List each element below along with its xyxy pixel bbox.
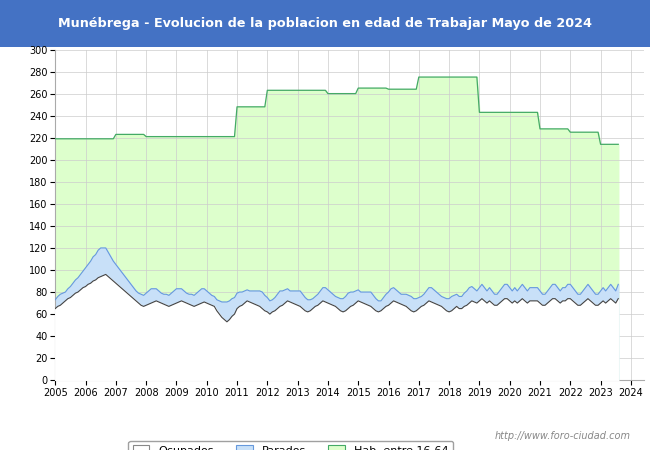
Text: http://www.foro-ciudad.com: http://www.foro-ciudad.com — [495, 431, 630, 441]
Legend: Ocupados, Parados, Hab. entre 16-64: Ocupados, Parados, Hab. entre 16-64 — [128, 441, 453, 450]
Text: Munébrega - Evolucion de la poblacion en edad de Trabajar Mayo de 2024: Munébrega - Evolucion de la poblacion en… — [58, 17, 592, 30]
